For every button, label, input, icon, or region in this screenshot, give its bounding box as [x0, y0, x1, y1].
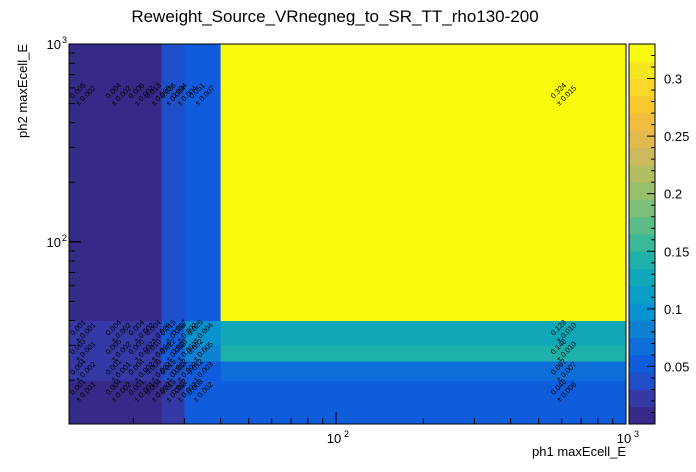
heatmap-cell: [161, 360, 185, 381]
colorbar-tick-label: 0.1: [664, 302, 682, 317]
colorbar-segment: [629, 164, 655, 183]
colorbar-segment: [629, 130, 655, 149]
x-axis-label: ph1 maxEcell_E: [532, 444, 626, 459]
colorbar-segment: [629, 199, 655, 218]
colorbar-frame: [628, 43, 656, 425]
colorbar-segment: [629, 354, 655, 373]
colorbar: 0.05 0.1 0.15 0.2 0.25 0.3: [628, 43, 689, 425]
colorbar-segment: [629, 113, 655, 131]
x-tick-label: 10: [327, 431, 341, 446]
axes: 10 2 10 310 210 3: [47, 35, 639, 446]
heatmap-cell: [69, 320, 162, 346]
heatmap-cell: [161, 320, 185, 346]
colorbar-tick-label: 0.3: [664, 72, 682, 87]
colorbar-segment: [629, 389, 655, 408]
y-tick-label: 10: [47, 235, 61, 250]
heatmap-cell: [220, 380, 627, 425]
colorbar-segment: [629, 61, 655, 79]
x-tick-label: 10: [617, 431, 631, 446]
heatmap-cell: [69, 345, 162, 362]
colorbar-segment: [629, 320, 655, 339]
cell-label: 0.015± 0.002: [158, 357, 188, 384]
heatmap-cell: [184, 44, 222, 322]
heatmap-cell: [161, 44, 185, 322]
heatmap-cell: [184, 320, 222, 346]
heatmap-cell: [69, 360, 162, 381]
heatmap-cell: [69, 44, 162, 322]
x-tick-exponent: 3: [634, 429, 639, 439]
colorbar-tick-label: 0.25: [664, 129, 689, 144]
plot-frame: [68, 43, 627, 425]
chart-title: Reweight_Source_VRnegneg_to_SR_TT_rho130…: [131, 7, 538, 26]
heatmap-cell: [220, 44, 627, 322]
heatmap-cell: [161, 380, 185, 425]
colorbar-segment: [629, 285, 655, 304]
heatmap-cell: [220, 320, 627, 346]
colorbar-segment: [629, 406, 655, 425]
heatmap-cell: [69, 380, 162, 425]
colorbar-segment: [629, 216, 655, 235]
colorbar-segment: [629, 95, 655, 114]
y-tick-label: 10: [47, 37, 61, 52]
colorbar-segment: [629, 182, 655, 200]
heatmap-cells: [69, 44, 627, 425]
colorbar-segment: [629, 303, 655, 321]
heatmap-cell: [184, 345, 222, 362]
colorbar-segment: [629, 147, 655, 166]
y-tick-exponent: 2: [62, 233, 67, 243]
x-tick-exponent: 2: [344, 429, 349, 439]
colorbar-segment: [629, 337, 655, 356]
colorbar-segment: [629, 44, 655, 62]
heatmap-cell: [184, 360, 222, 381]
colorbar-segment: [629, 78, 655, 97]
y-axis-label: ph2 maxEcell_E: [15, 44, 30, 138]
heatmap-cell: [184, 380, 222, 425]
y-tick-exponent: 3: [62, 35, 67, 45]
heatmap-cell: [220, 360, 627, 381]
colorbar-tick-label: 0.05: [664, 359, 689, 374]
colorbar-segment: [629, 251, 655, 269]
colorbar-segment: [629, 268, 655, 287]
colorbar-tick-label: 0.15: [664, 244, 689, 259]
colorbar-tick-label: 0.2: [664, 187, 682, 202]
colorbar-segment: [629, 372, 655, 390]
colorbar-segment: [629, 234, 655, 252]
heatmap-cell: [220, 345, 627, 362]
heatmap-cell: [161, 345, 185, 362]
